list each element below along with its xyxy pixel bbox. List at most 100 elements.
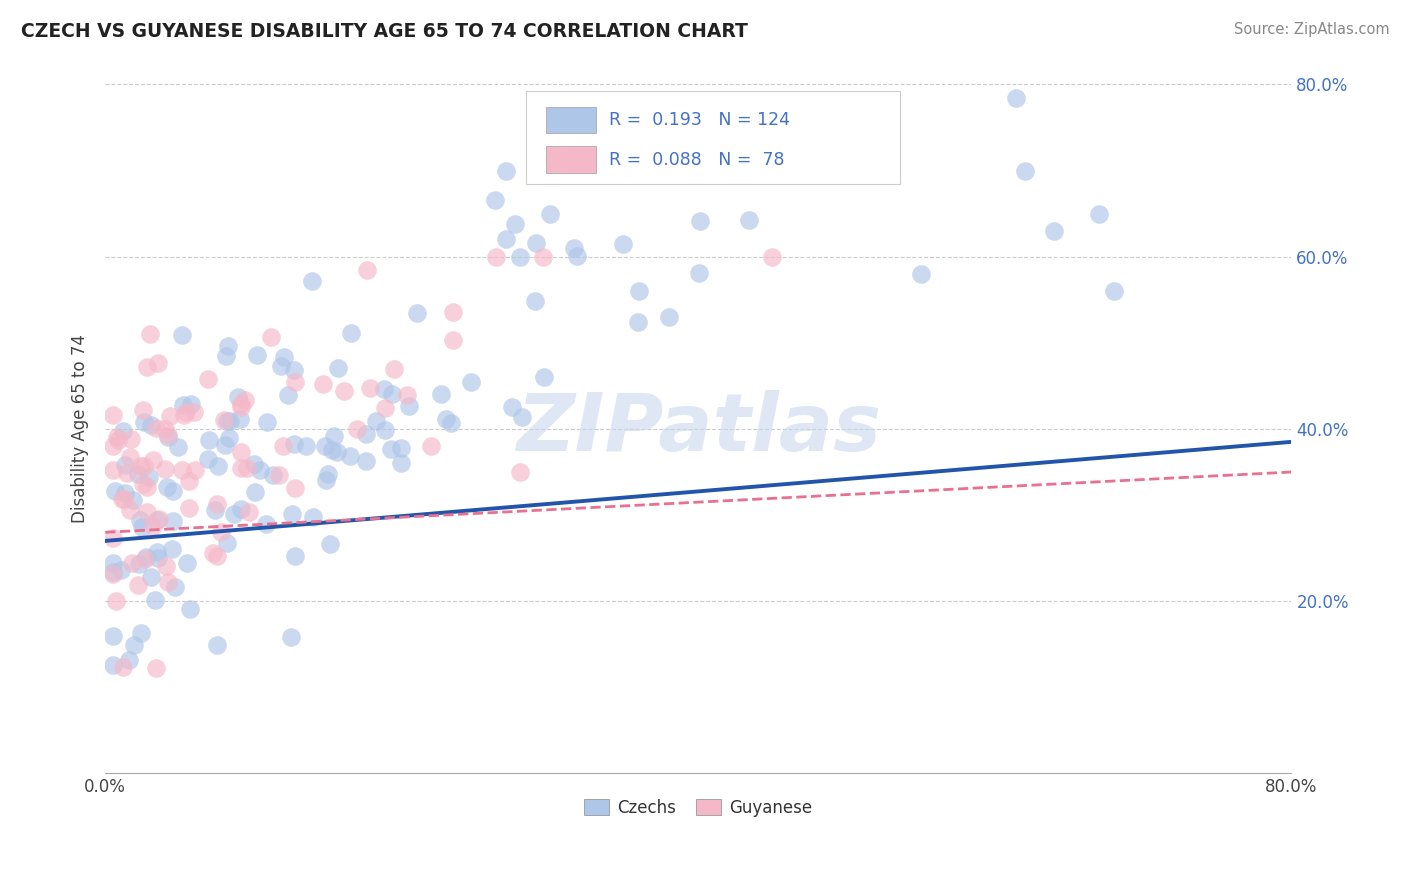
Point [127,467,149,481]
Point [122,638,145,652]
Point [761,250,783,264]
Point [173,408,195,422]
Point [132,459,155,474]
Point [209,524,232,539]
Point [366,414,388,428]
Point [284,549,307,563]
Point [323,428,346,442]
Point [319,537,342,551]
Point [162,514,184,528]
Point [132,477,155,491]
Point [153,461,176,475]
Point [231,460,253,475]
Text: ZIPatlas: ZIPatlas [516,390,880,468]
Point [198,433,221,447]
Point [104,484,127,499]
Point [434,412,457,426]
Point [524,293,547,308]
Point [277,388,299,402]
Point [135,479,157,493]
Point [136,360,159,375]
Point [176,557,198,571]
Point [315,474,337,488]
Point [281,507,304,521]
Point [155,558,177,573]
Point [612,237,634,252]
Point [689,214,711,228]
Point [738,213,761,227]
Point [562,241,585,255]
Point [135,505,157,519]
Point [326,445,349,459]
Point [134,551,156,566]
Point [1043,224,1066,238]
Point [128,558,150,572]
Point [107,433,129,447]
Point [214,349,236,363]
Point [326,361,349,376]
Text: Source: ZipAtlas.com: Source: ZipAtlas.com [1233,22,1389,37]
Point [207,459,229,474]
Point [389,441,412,455]
Point [139,326,162,341]
Point [354,454,377,468]
Point [146,545,169,559]
Point [143,593,166,607]
Point [501,400,523,414]
Point [214,438,236,452]
Point [246,348,269,362]
Point [485,250,508,264]
Point [441,333,464,347]
Point [567,249,589,263]
Point [226,390,249,404]
Point [256,415,278,429]
Point [105,594,128,608]
Point [101,557,124,571]
Point [524,236,547,251]
Point [145,661,167,675]
Point [160,542,183,557]
Point [356,263,378,277]
Point [205,497,228,511]
Point [112,424,135,438]
Point [101,463,124,477]
Point [159,409,181,424]
Text: R =  0.193   N = 124: R = 0.193 N = 124 [609,112,790,129]
Point [111,660,134,674]
Point [283,363,305,377]
Point [267,468,290,483]
Point [382,361,405,376]
Point [215,414,238,428]
Point [389,456,412,470]
Legend: Czechs, Guyanese: Czechs, Guyanese [578,792,820,823]
Point [627,315,650,329]
Point [111,491,134,506]
Point [204,503,226,517]
Point [243,457,266,471]
Point [197,372,219,386]
Point [484,193,506,207]
Point [374,423,396,437]
Point [101,566,124,581]
Point [627,284,650,298]
Point [105,430,128,444]
Point [118,652,141,666]
Point [284,375,307,389]
Point [233,392,256,407]
Point [197,451,219,466]
Point [146,513,169,527]
Point [231,445,253,459]
Point [339,450,361,464]
Point [262,467,284,482]
Point [229,412,252,426]
Point [156,480,179,494]
Point [112,491,135,506]
Point [441,305,464,319]
Point [229,502,252,516]
Point [495,163,517,178]
Point [153,422,176,436]
Point [270,359,292,373]
Point [254,516,277,531]
Point [219,413,242,427]
Point [420,439,443,453]
